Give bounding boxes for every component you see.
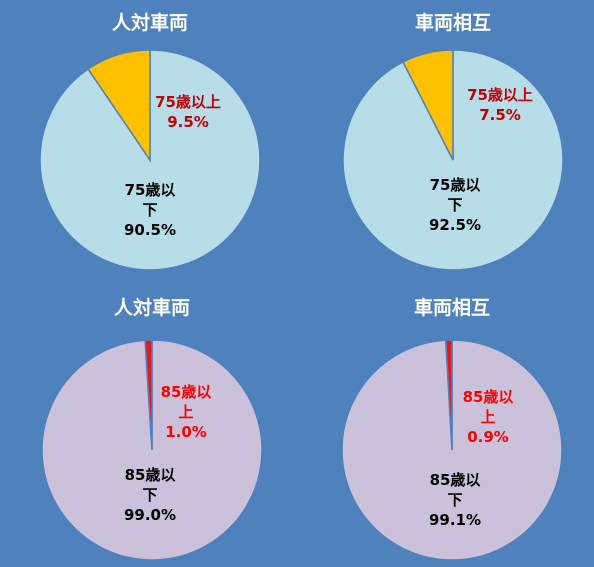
slice-label: 75歳以上 7.5% [455, 85, 545, 125]
slice-category: 75歳以上 [467, 86, 533, 104]
slice-label: 75歳以上 9.5% [143, 92, 233, 132]
slice-label: 85歳以下 99.0% [122, 465, 178, 525]
slice-label: 75歳以下 92.5% [427, 175, 483, 235]
slice-category: 85歳以上 [160, 383, 212, 421]
slice-value: 90.5% [123, 221, 177, 239]
slice-label: 85歳以上 1.0% [158, 382, 214, 442]
pie-slice [444, 339, 453, 451]
slice-category: 75歳以下 [429, 176, 481, 214]
slice-label: 85歳以上 0.9% [460, 387, 516, 447]
slice-label: 75歳以下 90.5% [122, 180, 178, 240]
slice-value: 99.0% [123, 506, 177, 524]
slice-value: 99.1% [428, 511, 482, 529]
chart-title: 人対車両 [111, 12, 188, 34]
slice-label: 85歳以下 99.1% [427, 470, 483, 530]
slice-category: 85歳以下 [429, 471, 481, 509]
pie-slice [87, 49, 151, 163]
slice-value: 7.5% [479, 106, 521, 124]
slice-value: 0.9% [467, 428, 509, 446]
chart-title: 人対車両 [113, 297, 190, 319]
pie-slice [144, 339, 153, 451]
slice-category: 75歳以上 [155, 93, 221, 111]
slice-value: 9.5% [167, 113, 209, 131]
slice-value: 92.5% [428, 216, 482, 234]
slice-category: 85歳以下 [124, 466, 176, 504]
chart-title: 車両相互 [413, 297, 490, 319]
slice-category: 75歳以下 [124, 181, 176, 219]
slice-value: 1.0% [165, 423, 207, 441]
chart-title: 車両相互 [414, 12, 491, 34]
slice-category: 85歳以上 [462, 388, 514, 426]
pie-slice [402, 49, 454, 161]
